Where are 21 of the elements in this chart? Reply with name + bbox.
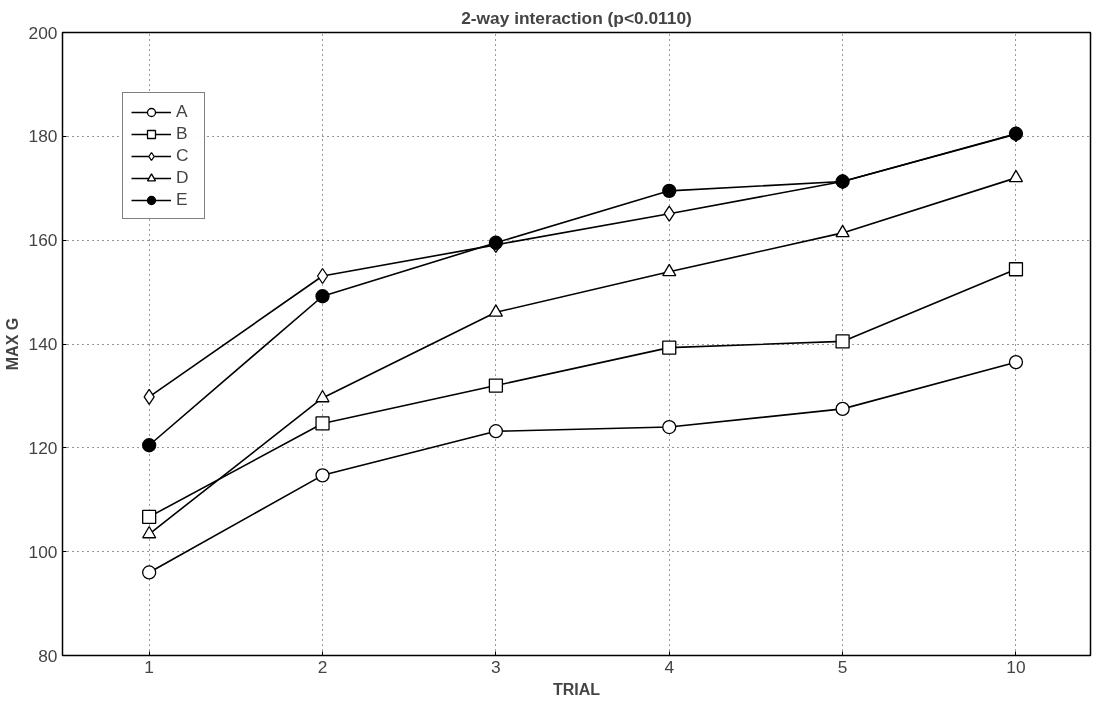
y-tick-label: 120	[28, 437, 58, 458]
x-tick-label: 4	[664, 656, 675, 677]
legend-label: B	[176, 123, 189, 144]
y-tick-label: 140	[28, 334, 58, 354]
y-axis-title: MAX G	[3, 317, 21, 371]
y-tick-label: 160	[28, 230, 58, 251]
x-tick-label: 2	[317, 656, 328, 677]
x-tick-label: 3	[491, 656, 501, 677]
x-tick-label: 10	[1006, 656, 1026, 677]
legend-label: A	[176, 101, 189, 122]
legend-label: E	[176, 189, 189, 210]
x-axis-title: TRIAL	[552, 680, 601, 698]
legend-label: C	[176, 145, 190, 166]
y-tick-label: 180	[28, 126, 58, 147]
chart-title: 2-way interaction (p<0.0110)	[461, 7, 692, 28]
y-tick-label: 200	[28, 22, 58, 43]
y-tick-label: 80	[38, 645, 58, 666]
legend-label: D	[176, 167, 190, 188]
y-tick-label: 100	[28, 541, 58, 562]
x-tick-label: 1	[144, 656, 154, 677]
x-tick-label: 5	[837, 656, 848, 677]
